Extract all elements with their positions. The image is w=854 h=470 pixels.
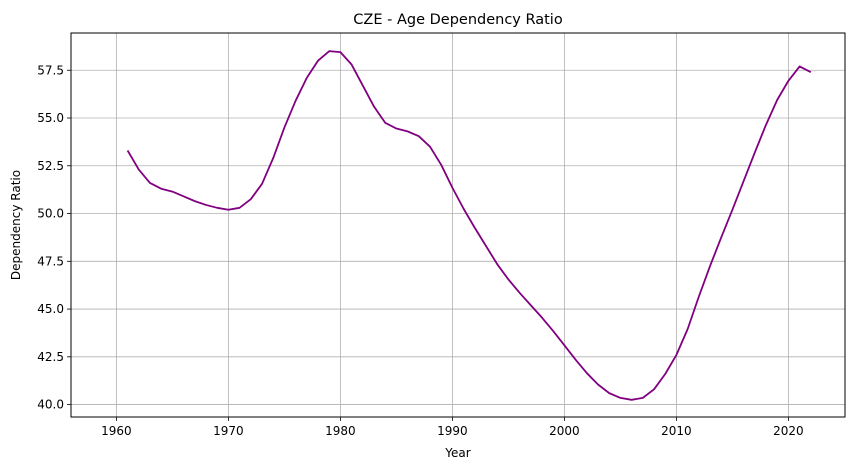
y-tick-label: 42.5 [37, 350, 64, 364]
x-tick-label: 1990 [437, 424, 468, 438]
grid [71, 33, 845, 417]
series-line [126, 50, 812, 401]
x-tick-label: 2020 [773, 424, 804, 438]
y-axis-label: Dependency Ratio [9, 170, 23, 280]
x-tick-label: 2000 [549, 424, 580, 438]
y-tick-label: 47.5 [37, 254, 64, 268]
y-tick-label: 52.5 [37, 159, 64, 173]
y-tick-label: 40.0 [37, 398, 64, 412]
y-tick-label: 55.0 [37, 111, 64, 125]
y-tick-label: 57.5 [37, 63, 64, 77]
chart-title: CZE - Age Dependency Ratio [353, 12, 563, 28]
x-tick-label: 1970 [213, 424, 244, 438]
x-axis-ticks: 1960 1970 1980 1990 2000 2010 2020 [101, 417, 804, 438]
x-tick-label: 1980 [325, 424, 356, 438]
series-layer [126, 50, 812, 401]
x-tick-label: 1960 [101, 424, 132, 438]
plot-frame [70, 32, 846, 418]
x-tick-label: 2010 [661, 424, 692, 438]
x-axis-label: Year [444, 446, 470, 460]
y-axis-ticks: 40.0 42.5 45.0 47.5 50.0 52.5 55.0 57.5 [37, 63, 71, 412]
y-tick-label: 50.0 [37, 207, 64, 221]
y-tick-label: 45.0 [37, 302, 64, 316]
